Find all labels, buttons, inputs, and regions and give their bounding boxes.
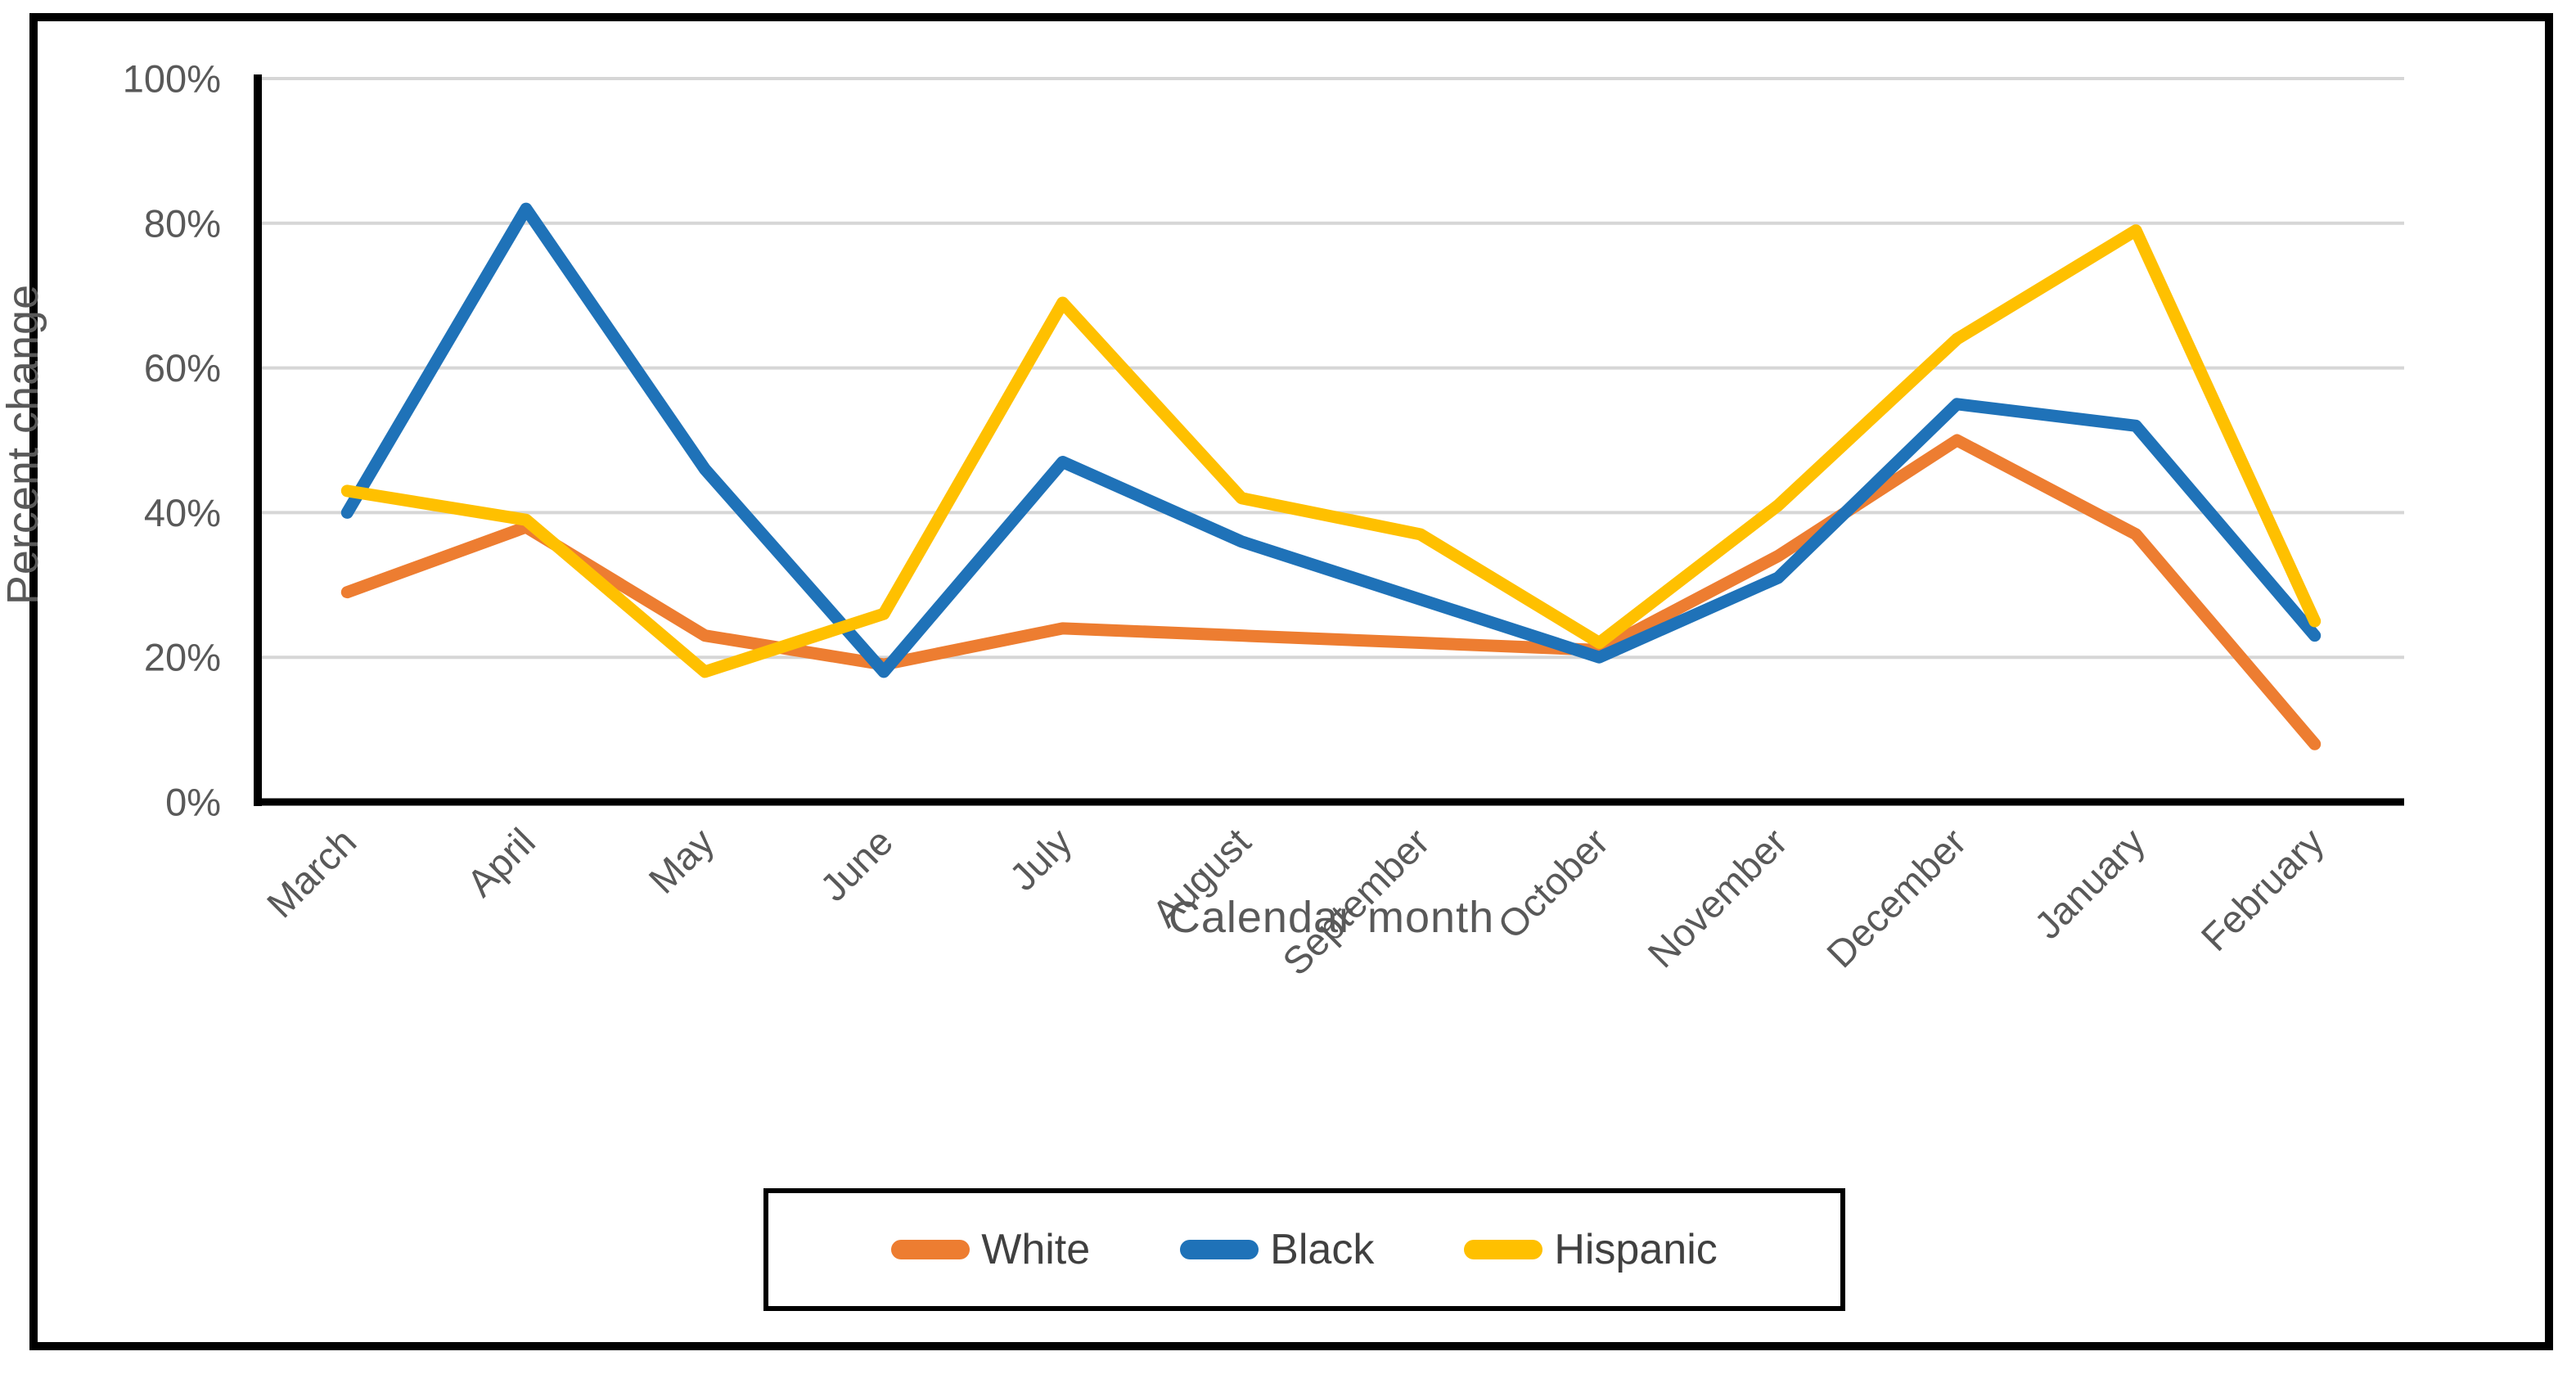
x-axis-title: Calendar month (1168, 893, 1495, 942)
series-line-white (340, 434, 2322, 750)
y-tick-label-20%: 20% (144, 636, 221, 679)
y-tick-label-60%: 60% (144, 346, 221, 390)
x-tick-label-february: February (2192, 819, 2332, 959)
y-tick-label-0%: 0% (165, 780, 221, 823)
x-tick-label-march: March (259, 820, 365, 926)
series-line-black (340, 202, 2322, 678)
legend-entry-hispanic: Hispanic (1464, 1225, 1718, 1274)
legend-label-black: Black (1270, 1226, 1375, 1273)
legend-label-white: White (981, 1226, 1091, 1273)
legend-box: White Black Hispanic (763, 1188, 1845, 1311)
x-tick-label-december: December (1818, 820, 1975, 976)
black-series-swatch (1180, 1240, 1259, 1259)
legend-label-hispanic: Hispanic (1554, 1226, 1718, 1273)
x-tick-label-june: June (812, 820, 902, 910)
series-line-hispanic (340, 224, 2322, 678)
legend-entry-black: Black (1180, 1225, 1374, 1274)
y-axis-title: Percent change (0, 283, 47, 606)
x-tick-label-july: July (1001, 819, 1080, 899)
x-tick-label-april: April (458, 820, 543, 905)
legend-entry-white: White (891, 1225, 1090, 1274)
y-tick-label-100%: 100% (123, 56, 221, 100)
x-tick-label-january: January (2025, 819, 2153, 947)
x-tick-label-may: May (640, 819, 723, 902)
y-tick-label-40%: 40% (144, 491, 221, 534)
hispanic-series-swatch (1464, 1240, 1543, 1259)
white-series-swatch (891, 1240, 971, 1259)
y-tick-label-80%: 80% (144, 201, 221, 245)
